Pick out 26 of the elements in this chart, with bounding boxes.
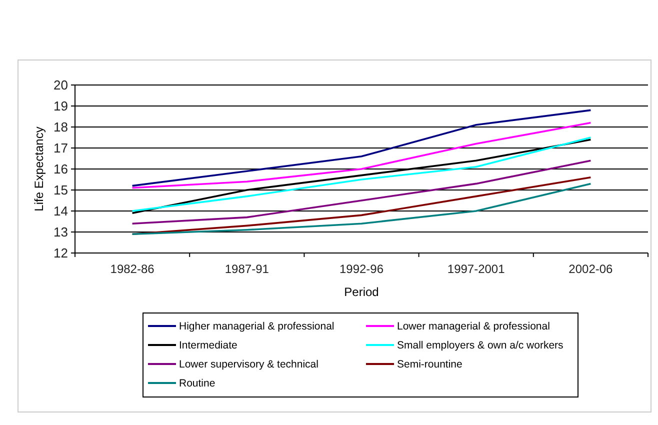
- y-tick-label: 16: [54, 162, 68, 177]
- y-tick-label: 12: [54, 246, 68, 261]
- y-axis-title: Life Expectancy: [32, 126, 46, 212]
- x-axis-title: Period: [344, 285, 379, 299]
- legend-label: Lower supervisory & technical: [179, 358, 318, 371]
- y-tick-label: 14: [54, 204, 68, 219]
- legend-label: Routine: [179, 378, 216, 390]
- y-tick-label: 20: [54, 78, 68, 93]
- x-tick-label: 1992-96: [339, 262, 384, 276]
- legend-label: Small employers & own a/c workers: [397, 340, 564, 352]
- y-tick-label: 13: [54, 224, 68, 240]
- y-tick-label: 17: [54, 140, 68, 156]
- line-series: [131, 160, 592, 224]
- x-tick-label: 1982-86: [110, 262, 155, 276]
- line-series: [131, 122, 592, 189]
- legend-label: Lower managerial & professional: [397, 320, 550, 333]
- x-tick-label: 1997-2001: [447, 262, 506, 276]
- y-tick-label: 18: [54, 120, 68, 135]
- legend-label: Intermediate: [179, 340, 238, 352]
- x-tick-label: 1987-91: [224, 262, 270, 276]
- legend-label: Semi-rountine: [397, 358, 463, 371]
- x-tick-label: 2002-06: [568, 262, 614, 276]
- y-tick-label: 15: [54, 182, 68, 198]
- legend-label: Higher managerial & professional: [179, 320, 334, 333]
- line-series: [131, 109, 592, 187]
- y-tick-label: 19: [54, 98, 68, 114]
